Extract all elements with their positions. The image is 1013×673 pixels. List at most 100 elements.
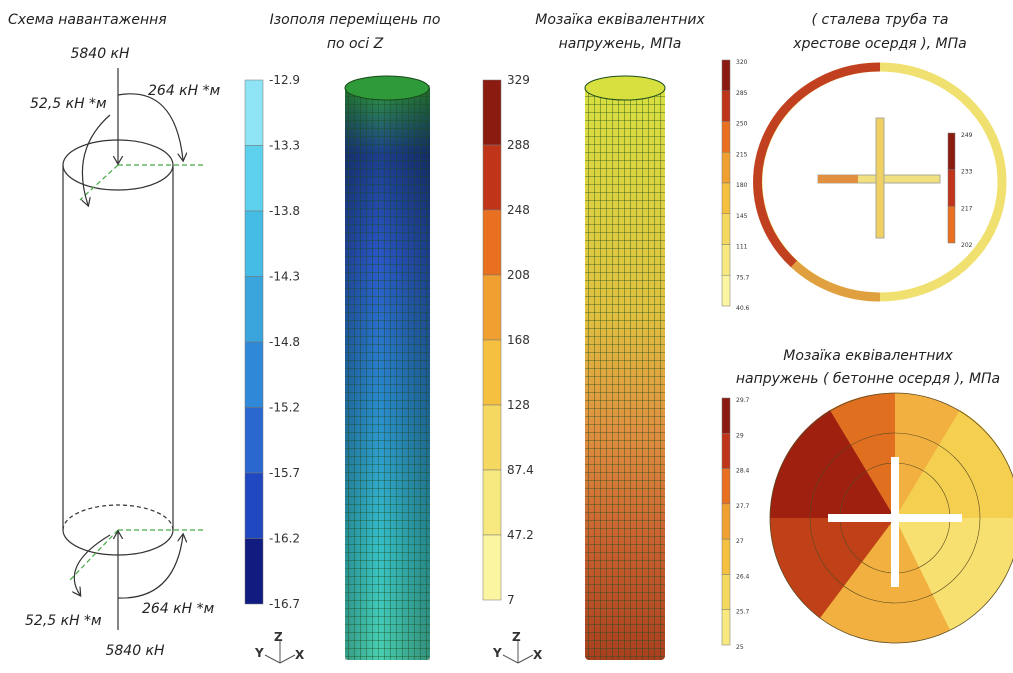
label: 180 [736, 182, 748, 189]
label: 249 [961, 132, 973, 139]
label: 320 [736, 59, 748, 66]
label: 47.2 [507, 528, 534, 542]
label: 145 [736, 213, 748, 220]
concrete-band [722, 504, 730, 539]
disp-band [245, 539, 263, 605]
label: Мозаїка еквівалентних [783, 348, 953, 364]
label: -16.2 [269, 532, 300, 546]
stress-band [483, 210, 501, 275]
label: Схема навантаження [8, 12, 167, 28]
label: Y [492, 646, 502, 660]
disp-band [245, 408, 263, 474]
label: -15.7 [269, 466, 300, 480]
displacement-column [345, 76, 430, 660]
disp-band [245, 146, 263, 212]
label: 264 кН *м [148, 83, 221, 99]
label: -13.3 [269, 139, 300, 153]
label: 285 [736, 90, 748, 97]
concrete-band [722, 433, 730, 468]
core-band [948, 170, 955, 207]
label: 52,5 кН *м [30, 96, 107, 112]
tube-band [722, 91, 730, 122]
tube-band [722, 152, 730, 183]
label: -14.3 [269, 270, 300, 284]
disp-band [245, 473, 263, 539]
label: напружень ( бетонне осердя ), МПа [736, 371, 1000, 387]
label: 208 [507, 268, 530, 282]
stress-band [483, 275, 501, 340]
label: X [295, 648, 305, 662]
label: 264 кН *м [142, 601, 215, 617]
tube-band [722, 275, 730, 306]
label: 87.4 [507, 463, 534, 477]
label: 248 [507, 203, 530, 217]
concrete-band [722, 539, 730, 574]
label: 27.7 [736, 503, 750, 510]
disp-band [245, 211, 263, 277]
label: 233 [961, 169, 973, 176]
label: -14.8 [269, 335, 300, 349]
stress-band [483, 80, 501, 145]
tube-section [758, 67, 1002, 297]
stress-band [483, 470, 501, 535]
label: ( сталева труба та [812, 12, 949, 28]
label: 250 [736, 121, 748, 128]
concrete-section [770, 393, 1013, 643]
tube-band [722, 122, 730, 153]
label: Y [254, 646, 264, 660]
disp-band [245, 80, 263, 146]
axis-triad [503, 641, 533, 663]
load-scheme-drawing [63, 68, 205, 630]
disp-band [245, 342, 263, 408]
label: Z [274, 630, 283, 644]
figure: Схема навантаження5840 кН52,5 кН *м264 к… [0, 0, 1013, 673]
label: -13.8 [269, 204, 300, 218]
label: 202 [961, 242, 973, 249]
label: 111 [736, 244, 748, 251]
label: 52,5 кН *м [25, 613, 102, 629]
label: 128 [507, 398, 530, 412]
tube-band [722, 183, 730, 214]
label: по осі Z [327, 36, 384, 52]
concrete-band [722, 574, 730, 609]
label: -15.2 [269, 401, 300, 415]
core-band [948, 133, 955, 170]
tube-band [722, 60, 730, 91]
label: 329 [507, 73, 530, 87]
axis-triad [265, 641, 295, 663]
label: 25.7 [736, 609, 750, 616]
label: Z [512, 630, 521, 644]
label: 29 [736, 432, 744, 439]
disp-band [245, 277, 263, 343]
stress-band [483, 405, 501, 470]
label: Ізополя переміщень по [270, 12, 441, 28]
tube-band [722, 214, 730, 245]
label: 75.7 [736, 274, 750, 281]
label: 28.4 [736, 468, 750, 475]
label: -16.7 [269, 597, 300, 611]
concrete-band [722, 469, 730, 504]
label: X [533, 648, 543, 662]
stress-band [483, 145, 501, 210]
label: 27 [736, 538, 744, 545]
label: 215 [736, 151, 748, 158]
label: 26.4 [736, 573, 750, 580]
label: 288 [507, 138, 530, 152]
label: 168 [507, 333, 530, 347]
concrete-band [722, 398, 730, 433]
label: хрестове осердя ), МПа [792, 36, 966, 52]
label: 5840 кН [105, 643, 165, 659]
label: 7 [507, 593, 515, 607]
tube-band [722, 245, 730, 276]
stress-column [585, 76, 665, 660]
label: -12.9 [269, 73, 300, 87]
concrete-band [722, 610, 730, 645]
label: напружень, МПа [559, 36, 682, 52]
label: 40.6 [736, 305, 750, 312]
label: Мозаїка еквівалентних [535, 12, 705, 28]
core-band [948, 206, 955, 243]
label: 25 [736, 644, 744, 651]
label: 217 [961, 205, 973, 212]
label: 29.7 [736, 397, 750, 404]
label: 5840 кН [70, 46, 130, 62]
